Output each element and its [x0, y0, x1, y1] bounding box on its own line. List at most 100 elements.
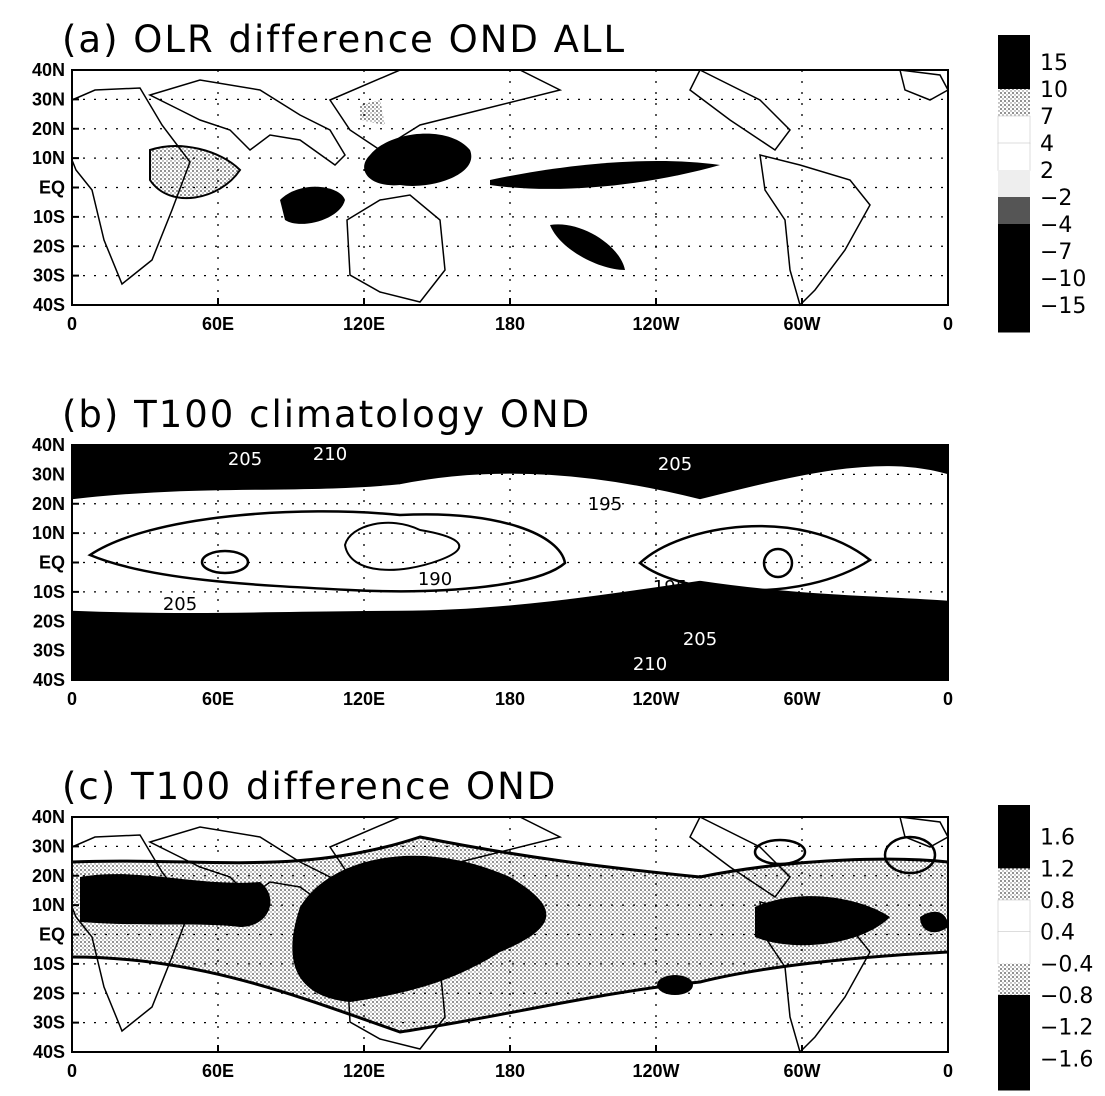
colorbar-segment — [998, 278, 1030, 306]
lat-label: EQ — [39, 178, 65, 198]
contour-label: 205 — [683, 629, 717, 650]
lat-label: 20N — [32, 866, 65, 886]
lat-label: 20S — [33, 611, 65, 631]
lon-label: 0 — [67, 1061, 77, 1081]
lon-label: 120W — [632, 1061, 679, 1081]
lon-label: 120E — [343, 689, 385, 709]
contour-label: 205 — [658, 454, 692, 475]
colorbar-label: −0.8 — [1040, 984, 1093, 1009]
lon-label: 60W — [783, 1061, 820, 1081]
colorbar-segment — [998, 251, 1030, 279]
lon-label: 180 — [495, 314, 525, 334]
lon-label: 180 — [495, 1061, 525, 1081]
panel-title: (b) T100 climatology OND — [62, 393, 591, 436]
colorbar-label: 7 — [1040, 105, 1054, 130]
colorbar-segment — [998, 305, 1030, 333]
colorbar-segment — [998, 35, 1030, 63]
colorbar-segment — [998, 836, 1030, 869]
colorbar-label: 15 — [1040, 51, 1068, 76]
colorbar-segment — [998, 197, 1030, 225]
lat-label: 20S — [33, 983, 65, 1003]
contour-label: 205 — [163, 594, 197, 615]
colorbar-label: −4 — [1040, 213, 1072, 238]
lat-label: EQ — [39, 553, 65, 573]
contour-label: 210 — [633, 654, 667, 675]
lat-label: 10S — [33, 582, 65, 602]
colorbar-label: −1.6 — [1040, 1047, 1093, 1072]
lat-label: 10N — [32, 895, 65, 915]
colorbar-segment — [998, 62, 1030, 90]
colorbar-segment — [998, 1026, 1030, 1059]
colorbar-segment — [998, 1058, 1030, 1091]
contour-label: 195 — [588, 494, 622, 515]
lat-label: 30N — [32, 836, 65, 856]
contour-label: 190 — [418, 569, 452, 590]
lat-label: 40S — [33, 670, 65, 690]
lat-label: 30N — [32, 464, 65, 484]
lon-label: 0 — [943, 689, 953, 709]
lon-label: 120E — [343, 314, 385, 334]
lat-label: 40S — [33, 1042, 65, 1062]
lat-label: 40S — [33, 295, 65, 315]
lat-label: EQ — [39, 925, 65, 945]
lon-label: 60E — [202, 1061, 234, 1081]
lat-label: 30S — [33, 641, 65, 661]
colorbar-label: 1.2 — [1040, 857, 1075, 882]
lon-label: 60E — [202, 314, 234, 334]
colorbar-segment — [997, 931, 1031, 965]
lon-label: 180 — [495, 689, 525, 709]
colorbar-segment — [998, 963, 1030, 996]
contour-label: 205 — [228, 449, 262, 470]
colorbar-segment — [997, 142, 1031, 171]
colorbar-label: −0.4 — [1040, 952, 1093, 977]
lat-label: 20N — [32, 119, 65, 139]
lon-label: 60W — [783, 689, 820, 709]
lat-label: 30S — [33, 1013, 65, 1033]
colorbar-segment — [998, 224, 1030, 252]
lat-label: 20N — [32, 494, 65, 514]
lat-label: 10S — [33, 207, 65, 227]
contour-label: 195 — [653, 577, 687, 598]
lat-label: 30N — [32, 89, 65, 109]
lat-label: 30S — [33, 266, 65, 286]
colorbar-label: 1.6 — [1040, 826, 1075, 851]
lon-label: 120E — [343, 1061, 385, 1081]
contour-label: 210 — [313, 444, 347, 465]
lon-label: 0 — [943, 314, 953, 334]
colorbar-label: 2 — [1040, 159, 1054, 184]
colorbar-segment — [997, 899, 1031, 933]
lon-label: 120W — [632, 689, 679, 709]
lon-label: 0 — [67, 314, 77, 334]
lon-label: 60E — [202, 689, 234, 709]
colorbar-segment — [997, 115, 1031, 144]
lon-label: 120W — [632, 314, 679, 334]
lat-label: 10N — [32, 523, 65, 543]
lat-label: 20S — [33, 236, 65, 256]
panel-c-shading — [71, 816, 949, 1053]
colorbar-segment — [998, 868, 1030, 901]
colorbar-label: 0.4 — [1040, 921, 1075, 946]
colorbar-label: −10 — [1040, 267, 1086, 292]
colorbar-label: 10 — [1040, 78, 1068, 103]
panel-title: (c) T100 difference OND — [62, 765, 557, 808]
colorbar-label: −2 — [1040, 186, 1072, 211]
colorbar-segment — [998, 89, 1030, 117]
colorbar-segment — [998, 805, 1030, 838]
lon-label: 60W — [783, 314, 820, 334]
lat-label: 40N — [32, 435, 65, 455]
colorbar-segment — [998, 170, 1030, 198]
colorbar-segment — [998, 995, 1030, 1028]
lon-label: 0 — [67, 689, 77, 709]
lat-label: 40N — [32, 807, 65, 827]
lat-label: 40N — [32, 60, 65, 80]
colorbar-label: 0.8 — [1040, 889, 1075, 914]
panel-title: (a) OLR difference OND ALL — [62, 18, 626, 61]
colorbar-label: −15 — [1040, 294, 1086, 319]
lat-label: 10S — [33, 954, 65, 974]
lon-label: 0 — [943, 1061, 953, 1081]
panel-b-shading — [71, 445, 949, 680]
lat-label: 10N — [32, 148, 65, 168]
colorbar-label: −1.2 — [1040, 1016, 1093, 1041]
colorbar-label: 4 — [1040, 132, 1054, 157]
